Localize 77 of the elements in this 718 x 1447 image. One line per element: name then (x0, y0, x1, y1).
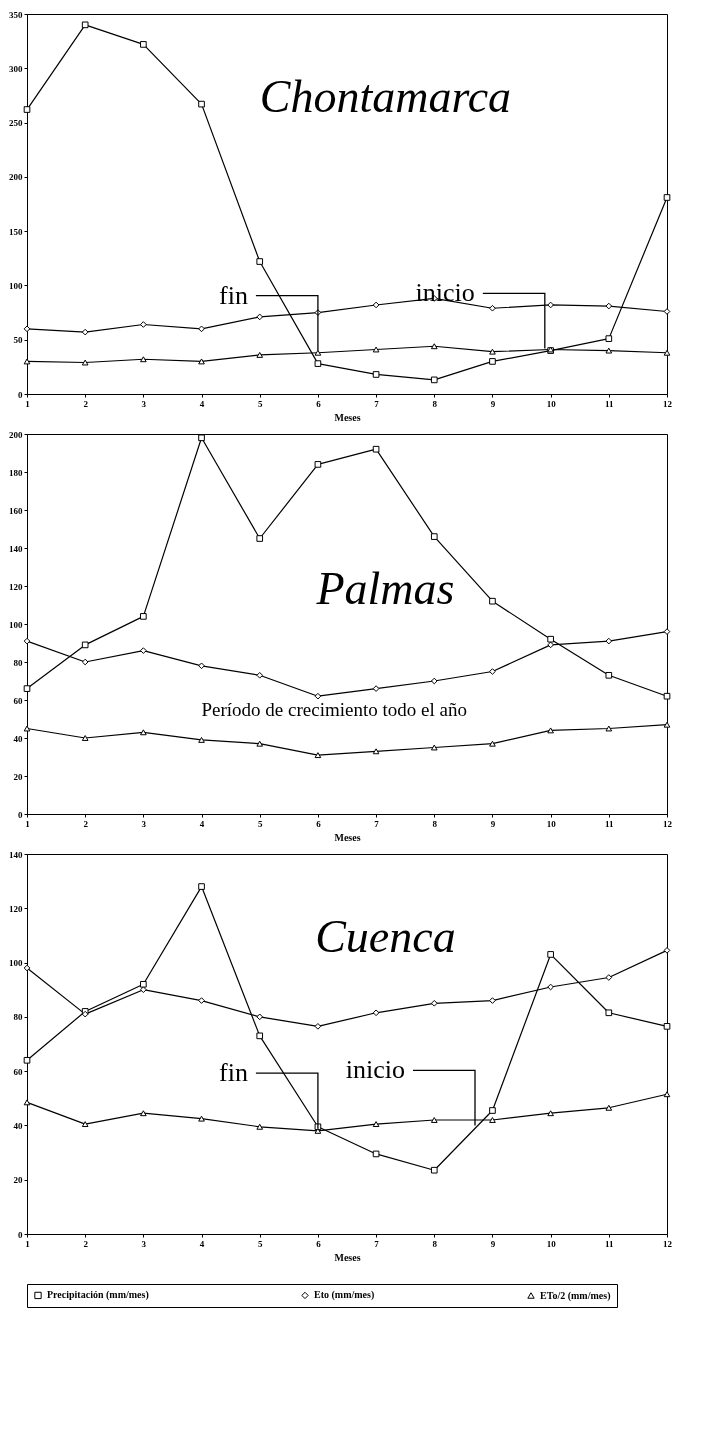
x-tick-label: 2 (83, 818, 89, 829)
x-tick-label: 4 (199, 1238, 205, 1249)
x-tick-label: 12 (663, 1238, 673, 1249)
text: Chontamarca (259, 70, 512, 122)
y-tick-label: 80 (13, 657, 23, 668)
x-axis-title: Meses (334, 1251, 361, 1263)
y-tick-label: 350 (9, 9, 23, 20)
x-tick-label: 6 (316, 1238, 322, 1249)
legend-label: ETo/2 (mm/mes) (540, 1289, 611, 1302)
y-tick-label: 300 (9, 63, 23, 74)
y-tick-label: 150 (9, 226, 23, 237)
y-tick-label: 80 (13, 1012, 23, 1023)
x-tick-label: 9 (490, 1238, 496, 1249)
x-tick-label: 4 (199, 818, 205, 829)
y-tick-label: 100 (9, 619, 23, 630)
x-tick-label: 1 (25, 1238, 31, 1249)
x-tick-label: 8 (432, 1238, 438, 1249)
x-tick-label: 11 (605, 818, 615, 829)
x-tick-label: 8 (432, 818, 438, 829)
y-tick-label: 60 (13, 695, 23, 706)
x-tick-label: 3 (141, 818, 147, 829)
y-tick-label: 180 (9, 467, 23, 478)
y-tick-label: 140 (9, 543, 23, 554)
y-tick-label: 140 (9, 849, 23, 860)
y-tick-label: 0 (18, 809, 23, 820)
x-tick-label: 11 (605, 398, 615, 409)
x-tick-label: 7 (374, 818, 380, 829)
x-tick-label: 10 (546, 398, 557, 409)
x-tick-label: 7 (374, 1238, 380, 1249)
y-tick-label: 120 (9, 581, 23, 592)
annotation: inicio (345, 1055, 405, 1085)
x-tick-label: 12 (663, 398, 673, 409)
x-tick-label: 3 (141, 1238, 147, 1249)
x-axis-title: Meses (334, 411, 361, 423)
x-tick-label: 3 (141, 398, 147, 409)
x-tick-label: 6 (316, 398, 322, 409)
x-tick-label: 8 (432, 398, 438, 409)
text: Cuenca (315, 910, 456, 962)
y-tick-label: 250 (9, 118, 23, 129)
y-tick-label: 40 (13, 1120, 23, 1131)
x-tick-label: 2 (83, 1238, 89, 1249)
x-tick-label: 9 (490, 398, 496, 409)
y-tick-label: 50 (13, 335, 23, 346)
y-tick-label: 0 (18, 1229, 23, 1240)
x-tick-label: 12 (663, 818, 673, 829)
y-tick-label: 0 (18, 389, 23, 400)
x-tick-label: 5 (257, 818, 263, 829)
y-tick-label: 200 (9, 429, 23, 440)
x-tick-label: 1 (25, 398, 31, 409)
x-axis-title: Meses (334, 831, 361, 843)
x-tick-label: 6 (316, 818, 322, 829)
y-tick-label: 200 (9, 172, 23, 183)
annotation: inicio (415, 278, 475, 308)
text: Palmas (315, 562, 455, 614)
x-tick-label: 10 (546, 1238, 557, 1249)
y-tick-label: 60 (13, 1066, 23, 1077)
y-tick-label: 20 (13, 1175, 23, 1186)
y-tick-label: 160 (9, 505, 23, 516)
x-tick-label: 5 (257, 1238, 263, 1249)
x-tick-label: 5 (257, 398, 263, 409)
x-tick-label: 4 (199, 398, 205, 409)
annotation: Período de crecimiento todo el año (201, 698, 467, 720)
x-tick-label: 1 (25, 818, 31, 829)
x-tick-label: 11 (605, 1238, 615, 1249)
annotation: fin (219, 280, 248, 310)
y-tick-label: 100 (9, 280, 23, 291)
x-tick-label: 10 (546, 818, 557, 829)
legend-label: Eto (mm/mes) (314, 1289, 375, 1302)
y-tick-label: 120 (9, 903, 23, 914)
legend-label: Precipitación (mm/mes) (47, 1289, 149, 1302)
annotation: fin (219, 1058, 248, 1088)
x-tick-label: 2 (83, 398, 89, 409)
y-tick-label: 20 (13, 771, 23, 782)
y-tick-label: 100 (9, 958, 23, 969)
y-tick-label: 40 (13, 733, 23, 744)
x-tick-label: 9 (490, 818, 496, 829)
x-tick-label: 7 (374, 398, 380, 409)
